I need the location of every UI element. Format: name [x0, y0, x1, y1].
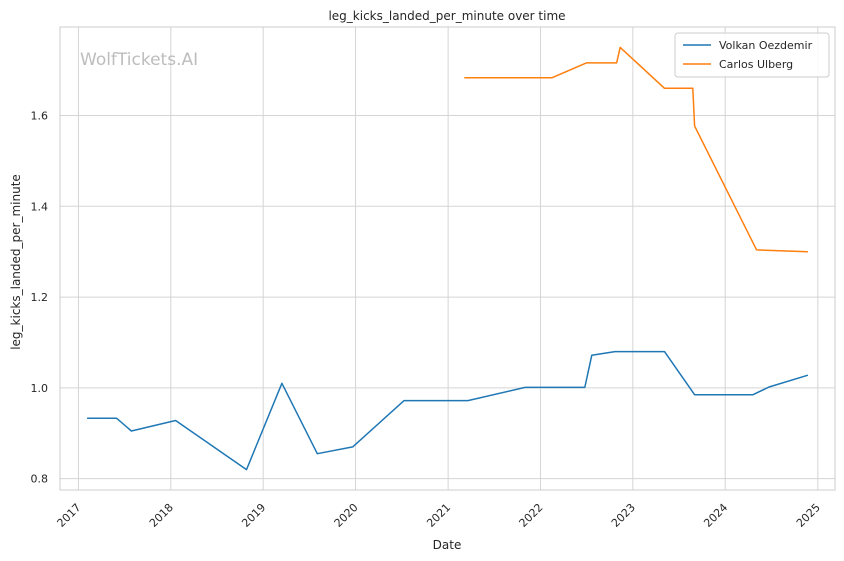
- y-axis-label: leg_kicks_landed_per_minute: [9, 174, 23, 350]
- series-line-1: [87, 350, 809, 471]
- y-tick-label: 0.8: [31, 473, 49, 486]
- legend: Volkan Oezdemir Carlos Ulberg: [674, 32, 830, 78]
- legend-label: Volkan Oezdemir: [719, 39, 813, 52]
- series-group: [87, 46, 809, 471]
- legend-label: Carlos Ulberg: [719, 58, 793, 71]
- series-line-2: [464, 46, 808, 253]
- legend-box: [674, 32, 830, 78]
- y-tick-label: 1.0: [31, 382, 49, 395]
- plot-frame: [59, 26, 836, 491]
- y-tick-label: 1.6: [31, 110, 49, 123]
- y-tick-labels: 0.8 1.0 1.2 1.4 1.6: [31, 110, 49, 486]
- watermark: WolfTickets.AI: [80, 50, 198, 70]
- y-tick-label: 1.4: [31, 200, 49, 213]
- grid: [60, 27, 835, 490]
- x-axis-label: Date: [433, 538, 462, 552]
- chart-title: leg_kicks_landed_per_minute over time: [328, 9, 565, 23]
- y-tick-label: 1.2: [31, 291, 49, 304]
